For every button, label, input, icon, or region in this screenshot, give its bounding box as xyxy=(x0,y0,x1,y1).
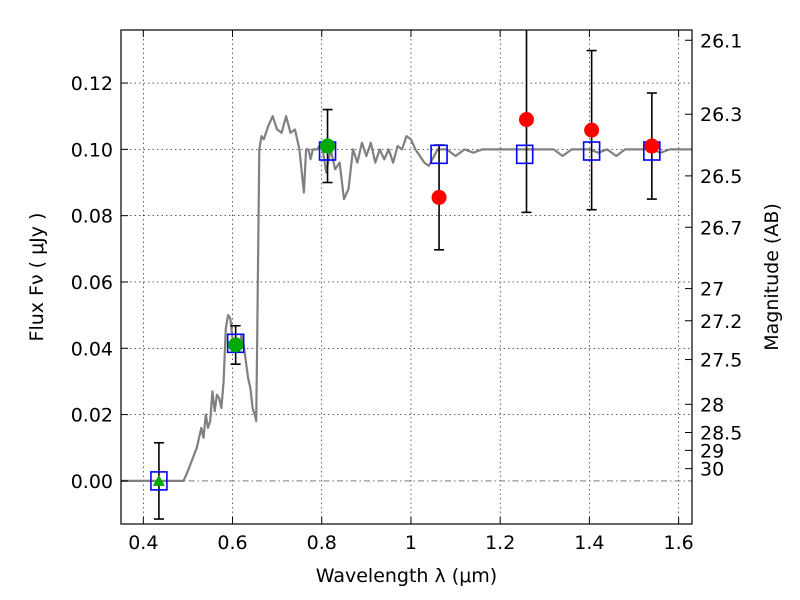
x-tick-label: 1.4 xyxy=(574,532,604,554)
model-photometry-square xyxy=(430,144,448,165)
data-point xyxy=(431,189,447,205)
x-tick-label: 1 xyxy=(405,532,417,554)
model-spectrum-layer xyxy=(121,115,692,482)
right-tick-label: 27.2 xyxy=(700,311,742,333)
errorbar-layer xyxy=(153,30,657,520)
x-tick-label: 1.6 xyxy=(664,532,694,554)
x-tick-label: 0.6 xyxy=(217,532,247,554)
model-spectrum-line xyxy=(121,115,692,482)
right-tick-label: 27 xyxy=(700,279,724,301)
model-photometry-layer xyxy=(150,141,661,491)
tick-layer: 0.4 0.6 0.8 1 1.2 1.4 1.6 0.00 0.02 0.04 0.06 0.08 0… xyxy=(71,30,742,554)
data-point xyxy=(320,138,336,154)
x-tick-label: 0.4 xyxy=(128,532,158,554)
x-tick-label: 1.2 xyxy=(485,532,515,554)
model-photometry-square xyxy=(150,471,168,491)
right-tick-label: 26.7 xyxy=(700,217,742,239)
y-tick-label: 0.06 xyxy=(71,272,113,294)
right-tick-label: 28 xyxy=(700,394,724,416)
right-tick-label: 26.1 xyxy=(700,30,742,52)
grid-layer xyxy=(121,30,692,524)
y-tick-label: 0.10 xyxy=(71,139,113,161)
y-tick-label: 0.02 xyxy=(71,405,113,427)
y-axis-title: Flux Fν ( μJy ) xyxy=(26,213,48,342)
y-tick-label: 0.00 xyxy=(71,471,113,493)
data-point-layer xyxy=(152,112,660,486)
right-tick-label: 26.5 xyxy=(700,166,742,188)
right-tick-label: 29 xyxy=(700,440,724,462)
right-axis-title: Magnitude (AB) xyxy=(761,203,783,351)
y-tick-label: 0.04 xyxy=(71,338,113,360)
y-tick-label: 0.08 xyxy=(71,206,113,228)
data-point xyxy=(518,112,534,128)
data-point xyxy=(644,138,660,154)
data-point xyxy=(228,337,244,353)
right-tick-label: 30 xyxy=(700,459,724,481)
model-photometry-square xyxy=(582,141,601,161)
plot-frame xyxy=(120,29,693,525)
data-point xyxy=(584,122,600,138)
right-tick-label: 28.5 xyxy=(700,422,742,444)
upper-limit-triangle xyxy=(152,474,165,486)
x-tick-label: 0.8 xyxy=(307,532,337,554)
right-tick-label: 27.5 xyxy=(700,350,742,372)
model-photometry-square xyxy=(515,144,534,165)
y-tick-label: 0.12 xyxy=(71,73,113,95)
x-axis-title: Wavelength λ (μm) xyxy=(316,565,497,587)
right-tick-label: 26.3 xyxy=(700,104,742,126)
